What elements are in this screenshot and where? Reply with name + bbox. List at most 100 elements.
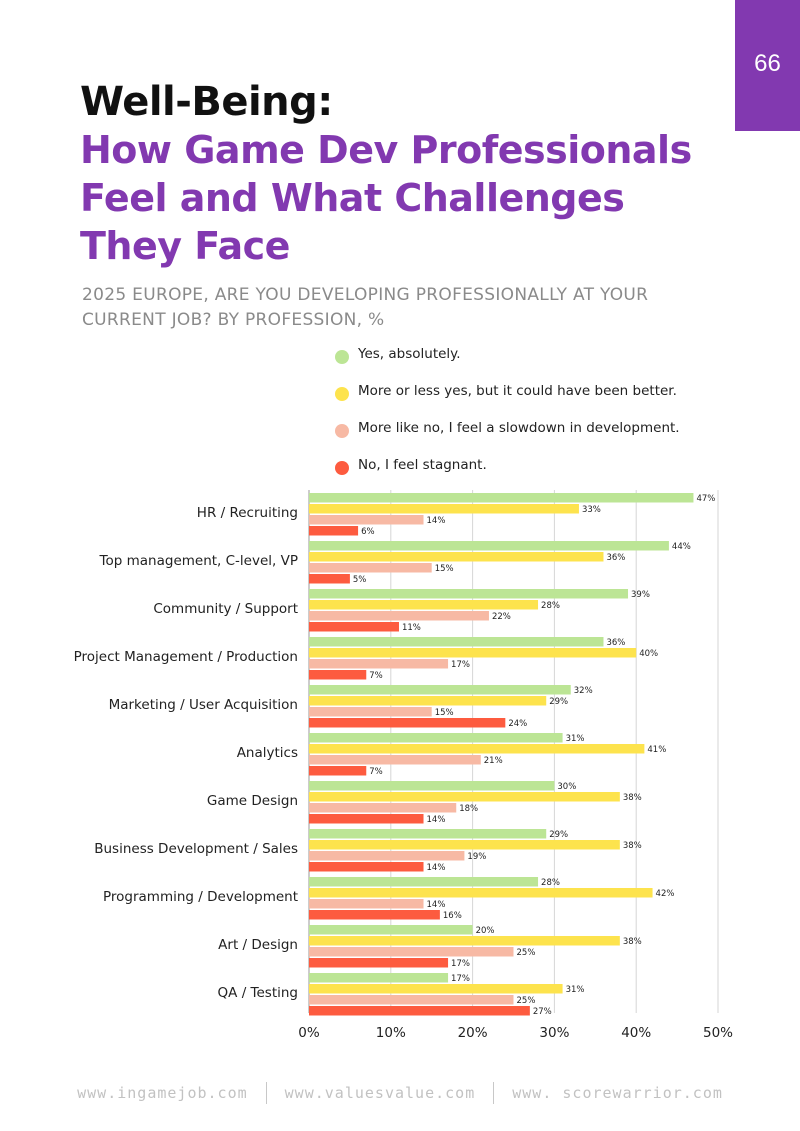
title-subheading-line-2: Feel and What Challenges — [80, 176, 625, 220]
data-label: 28% — [541, 601, 560, 611]
data-label: 44% — [672, 542, 691, 552]
bar — [309, 958, 449, 968]
data-label: 38% — [623, 841, 642, 851]
legend-dot-yes — [335, 350, 349, 364]
data-label: 27% — [533, 1007, 552, 1017]
data-label: 14% — [427, 900, 446, 910]
footer-link-valuesvalue[interactable]: www.valuesvalue.com — [284, 1084, 476, 1102]
data-label: 38% — [623, 793, 642, 803]
bar — [309, 910, 440, 920]
bar — [309, 648, 637, 658]
chart-question-line-1: 2025 EUROPE, ARE YOU DEVELOPING PROFESSI… — [82, 285, 649, 305]
x-tick-label: 0% — [298, 1025, 320, 1041]
bar — [309, 659, 449, 669]
chart-question: 2025 EUROPE, ARE YOU DEVELOPING PROFESSI… — [82, 283, 722, 333]
title-block: Well-Being: How Game Dev Professionals F… — [80, 78, 730, 270]
data-label: 15% — [435, 564, 454, 574]
x-tick-label: 40% — [621, 1025, 651, 1041]
x-tick-label: 30% — [539, 1025, 569, 1041]
data-label: 17% — [451, 660, 470, 670]
bar — [309, 526, 359, 536]
category-label: Art / Design — [218, 937, 298, 953]
bar — [309, 504, 579, 514]
bar — [309, 829, 547, 839]
legend-dot-stagnant — [335, 461, 349, 475]
data-label: 47% — [696, 494, 715, 504]
bar — [309, 670, 367, 680]
category-label: Project Management / Production — [74, 649, 298, 665]
x-tick-label: 50% — [703, 1025, 733, 1041]
data-label: 11% — [402, 623, 421, 633]
legend-label-stagnant: No, I feel stagnant. — [358, 457, 487, 473]
bar — [309, 925, 473, 935]
bar — [309, 792, 620, 802]
bar — [309, 888, 653, 898]
data-label: 40% — [639, 649, 658, 659]
footer: www.ingamejob.com www.valuesvalue.com ww… — [0, 1082, 800, 1104]
data-label: 41% — [647, 745, 666, 755]
data-label: 17% — [451, 974, 470, 984]
bar — [309, 563, 432, 573]
data-label: 25% — [517, 948, 536, 958]
category-label: HR / Recruiting — [197, 505, 298, 521]
category-label: QA / Testing — [218, 985, 298, 1001]
data-label: 38% — [623, 937, 642, 947]
bar — [309, 803, 457, 813]
bar — [309, 1006, 530, 1016]
bar — [309, 814, 424, 824]
page-badge: 66 — [735, 0, 800, 131]
data-label: 16% — [443, 911, 462, 921]
category-label: Analytics — [237, 745, 298, 761]
bar — [309, 493, 694, 503]
data-label: 21% — [484, 756, 503, 766]
title-heading: Well-Being: — [80, 79, 333, 125]
x-tick-label: 10% — [376, 1025, 406, 1041]
bar — [309, 877, 539, 887]
page-number: 66 — [754, 50, 781, 77]
legend-dot-slowdown — [335, 424, 349, 438]
data-label: 33% — [582, 505, 601, 515]
bar — [309, 622, 399, 632]
data-label: 24% — [508, 719, 527, 729]
data-label: 36% — [606, 553, 625, 563]
category-label: Marketing / User Acquisition — [109, 697, 298, 713]
bar — [309, 766, 367, 776]
bar-chart: 0% 10% 20% 30% 40% 50% HR / Recruiting 47% 33% 14… — [74, 490, 733, 1041]
data-label: 42% — [656, 889, 675, 899]
bar — [309, 973, 449, 983]
data-label: 18% — [459, 804, 478, 814]
bar — [309, 685, 571, 695]
data-label: 19% — [467, 852, 486, 862]
legend-dot-more-or-less — [335, 387, 349, 401]
bar — [309, 696, 547, 706]
legend-item-yes: Yes, absolutely. — [335, 346, 680, 383]
bar — [309, 984, 563, 994]
legend-label-more-or-less: More or less yes, but it could have been… — [358, 383, 677, 399]
data-label: 28% — [541, 878, 560, 888]
data-label: 30% — [557, 782, 576, 792]
data-label: 14% — [427, 516, 446, 526]
bar — [309, 515, 424, 525]
data-label: 29% — [549, 830, 568, 840]
data-label: 15% — [435, 708, 454, 718]
data-label: 7% — [369, 767, 383, 777]
data-label: 5% — [353, 575, 367, 585]
bar — [309, 541, 669, 551]
bar — [309, 637, 604, 647]
legend-item-more-or-less: More or less yes, but it could have been… — [335, 383, 680, 420]
data-label: 25% — [517, 996, 536, 1006]
bar — [309, 851, 465, 861]
bar — [309, 781, 555, 791]
bar — [309, 862, 424, 872]
data-label: 6% — [361, 527, 375, 537]
category-label: Community / Support — [153, 601, 298, 617]
footer-divider — [265, 1082, 267, 1104]
bar — [309, 552, 604, 562]
data-label: 29% — [549, 697, 568, 707]
data-label: 31% — [566, 985, 585, 995]
footer-link-ingamejob[interactable]: www.ingamejob.com — [77, 1084, 248, 1102]
footer-link-scorewarrior[interactable]: www. scorewarrior.com — [512, 1084, 723, 1102]
bar — [309, 947, 514, 957]
data-label: 17% — [451, 959, 470, 969]
data-label: 36% — [606, 638, 625, 648]
